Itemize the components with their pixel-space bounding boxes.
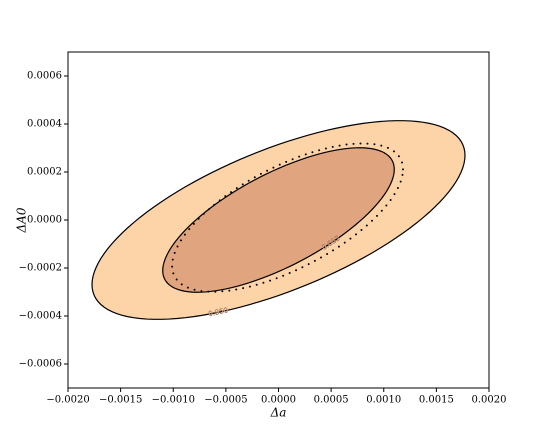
x-tick-label: 0.0000: [261, 395, 296, 406]
y-tick-label: −0.0004: [19, 311, 62, 322]
contour-ellipse: [162, 147, 395, 293]
x-tick-label: 0.0005: [314, 395, 349, 406]
y-tick-label: −0.0002: [19, 263, 62, 274]
dotted-ellipse: [171, 142, 405, 293]
x-tick-label: 0.0015: [419, 395, 454, 406]
y-tick-label: 0.0002: [27, 167, 62, 178]
x-tick-label: −0.0005: [204, 395, 247, 406]
x-tick-label: −0.0010: [152, 395, 195, 406]
y-tick-label: 0.0006: [27, 71, 62, 82]
y-tick-label: −0.0006: [19, 359, 62, 370]
x-tick-label: −0.0020: [46, 395, 89, 406]
x-tick-label: 0.0010: [366, 395, 401, 406]
y-tick-label: 0.0004: [27, 119, 62, 130]
x-tick-label: 0.0020: [472, 395, 507, 406]
y-axis-label: ΔA0: [15, 207, 29, 233]
y-tick-label: 0.0000: [27, 215, 62, 226]
x-tick-label: −0.0015: [99, 395, 142, 406]
x-axis-label: Δa: [270, 406, 287, 420]
